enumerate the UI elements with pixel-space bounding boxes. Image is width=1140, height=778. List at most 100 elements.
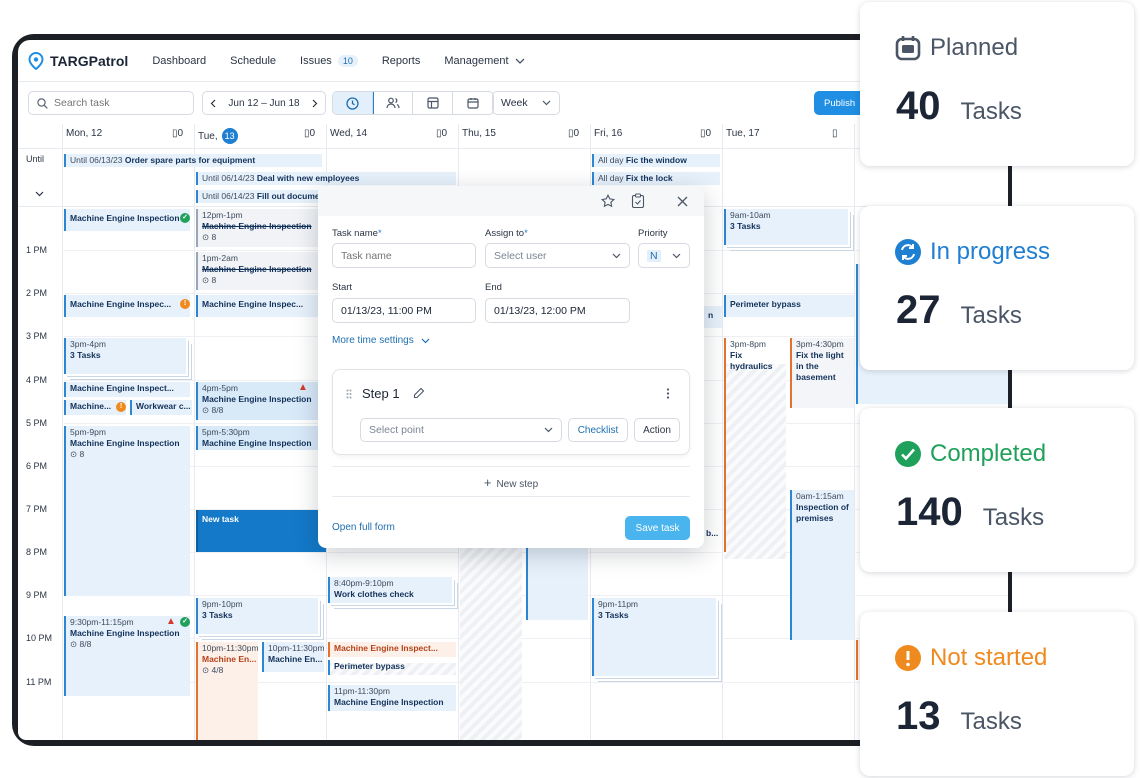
chevron-down-icon — [672, 253, 681, 258]
end-datetime-input[interactable]: 01/13/23, 12:00 PM — [485, 298, 630, 323]
hour-label: 8 PM — [26, 547, 48, 557]
stat-label: Planned — [930, 34, 1019, 61]
task-event[interactable]: Machine Engine Inspect... — [64, 382, 190, 397]
task-event[interactable]: Until 06/14/23 Deal with new employees — [196, 172, 456, 185]
stat-label: Not started — [930, 644, 1048, 671]
task-event[interactable]: 3pm-8pm Fix hydraulics — [724, 338, 786, 552]
task-event[interactable]: Until 06/14/23 Fill out docume — [196, 190, 318, 203]
task-event[interactable]: 1pm-2am Machine Engine Inspection ⊙ 8 — [196, 252, 322, 290]
assign-user-select[interactable]: Select user — [485, 243, 630, 268]
new-task-event[interactable]: New task — [196, 510, 326, 552]
start-datetime-input[interactable]: 01/13/23, 11:00 PM — [332, 298, 476, 323]
stat-value: 13 Tasks — [896, 694, 1022, 738]
chevron-down-icon — [544, 427, 553, 433]
task-event[interactable]: Workwear c... — [130, 400, 192, 415]
star-icon[interactable] — [601, 194, 615, 208]
view-calendar-button[interactable] — [453, 92, 493, 114]
task-event[interactable]: Machine Engine Inspec...! — [64, 295, 190, 317]
day-header-mon[interactable]: Mon, 12 — [66, 128, 102, 139]
task-group[interactable]: 9pm-10pm 3 Tasks — [196, 598, 318, 634]
task-event[interactable]: 8:40pm-9:10pm Work clothes check — [328, 577, 452, 603]
task-name-input[interactable] — [332, 243, 476, 268]
task-event[interactable]: n — [702, 306, 722, 328]
checklist-button[interactable]: Checklist — [568, 418, 628, 442]
view-users-button[interactable] — [373, 92, 413, 114]
task-event[interactable]: Until 06/13/23 Order spare parts for equ… — [64, 154, 322, 167]
day-header-fri[interactable]: Fri, 16 — [594, 128, 622, 139]
task-event[interactable]: 5pm-5:30pm Machine Engine Inspection — [196, 426, 322, 450]
nav-management-label: Management — [444, 54, 509, 67]
task-event[interactable]: 4pm-5pm Machine Engine Inspection ⊙ 8/8 ▲ — [196, 382, 322, 420]
task-event[interactable]: 11pm-11:30pm Machine Engine Inspection — [328, 685, 456, 711]
task-event[interactable]: All day Fix the lock — [592, 172, 720, 185]
view-table-button[interactable] — [413, 92, 453, 114]
nav-reports[interactable]: Reports — [381, 54, 421, 67]
action-button[interactable]: Action — [634, 418, 680, 442]
stat-label: In progress — [930, 238, 1051, 265]
chevron-down-icon — [612, 253, 621, 258]
task-event[interactable]: Machine Engine Inspect... — [328, 642, 456, 657]
clipboard-icon[interactable] — [631, 193, 645, 209]
day-label: Fri, 16 — [594, 128, 623, 139]
period-select[interactable]: Week — [492, 91, 560, 115]
view-time-button[interactable] — [333, 92, 374, 114]
search-input[interactable] — [54, 97, 174, 109]
view-mode-group — [332, 91, 494, 115]
users-icon — [385, 97, 400, 109]
task-group[interactable]: 3pm-4pm 3 Tasks — [64, 338, 186, 374]
clipboard-icon: ▯ — [304, 128, 310, 139]
task-event[interactable]: b... — [706, 528, 719, 538]
end-label: End — [485, 282, 502, 293]
day-task-count: ▯ 0 — [700, 128, 712, 139]
date-range-picker[interactable]: Jun 12 – Jun 18 — [202, 91, 326, 115]
task-event[interactable]: 12pm-1pm Machine Engine Inspection ⊙ 8 — [196, 209, 322, 247]
task-event[interactable] — [526, 534, 588, 620]
hour-label: 6 PM — [26, 461, 48, 471]
day-task-count: ▯ 0 — [304, 128, 316, 139]
nav-management[interactable]: Management — [444, 54, 525, 67]
save-task-button[interactable]: Save task — [625, 516, 690, 540]
stat-card-header: Completed — [894, 440, 1046, 468]
day-header-thu[interactable]: Thu, 15 — [462, 128, 496, 139]
open-full-form-link[interactable]: Open full form — [332, 522, 395, 533]
more-time-settings-link[interactable]: More time settings — [332, 335, 430, 346]
pencil-icon[interactable] — [413, 387, 425, 399]
app-name: TARGPatrol — [50, 52, 129, 69]
priority-select[interactable]: N — [638, 243, 690, 268]
new-step-button[interactable]: + New step — [483, 475, 539, 490]
task-event[interactable]: Perimeter bypass — [328, 660, 456, 675]
task-event[interactable]: All day Fic the window — [592, 154, 720, 167]
nav-schedule[interactable]: Schedule — [230, 54, 277, 67]
task-event[interactable]: 9:30pm-11:15pm Machine Engine Inspection ⊙… — [64, 616, 190, 696]
task-event[interactable]: 10pm-11:30pm Machine En... ⊙ 4/8 — [196, 642, 258, 740]
chevron-left-icon[interactable] — [210, 99, 216, 108]
task-event[interactable]: 3pm-4:30pm Fix the light in the basement — [790, 338, 854, 408]
task-event[interactable]: 0am-1:15am Inspection of premises — [790, 490, 854, 640]
task-event[interactable]: 10pm-11:30pm Machine En... — [262, 642, 324, 672]
more-vertical-icon[interactable] — [666, 388, 670, 399]
day-header-next[interactable]: Tue, 17 — [726, 128, 760, 139]
nav-issues[interactable]: Issues 10 — [300, 54, 358, 67]
select-point-dropdown[interactable]: Select point — [360, 418, 562, 442]
task-event[interactable]: Machine Engine Inspection ✓ — [64, 209, 190, 231]
until-row-label: Until — [26, 154, 45, 164]
task-event[interactable]: Machine...! — [64, 400, 126, 415]
task-event[interactable]: 5pm-9pm Machine Engine Inspection ⊙ 8 — [64, 426, 190, 596]
nav-dashboard[interactable]: Dashboard — [152, 54, 207, 67]
day-header-tue[interactable]: Tue, 13 — [198, 128, 238, 144]
task-group[interactable]: 9am-10am 3 Tasks — [724, 209, 848, 245]
drag-handle-icon[interactable] — [346, 389, 352, 399]
task-group[interactable]: 9pm-11pm 3 Tasks — [592, 598, 716, 676]
close-icon[interactable] — [677, 196, 688, 207]
calendar-toolbar: Jun 12 – Jun 18 Week Publish — [18, 88, 1008, 118]
search-box[interactable] — [28, 91, 194, 115]
stat-value: 140 Tasks — [896, 490, 1045, 534]
chevron-right-icon[interactable] — [312, 99, 318, 108]
app-logo[interactable]: TARGPatrol — [28, 51, 129, 70]
chevron-down-icon[interactable] — [35, 191, 44, 197]
day-header-wed[interactable]: Wed, 14 — [330, 128, 367, 139]
sync-icon — [895, 239, 921, 265]
task-event[interactable]: Machine Engine Inspec... — [196, 295, 322, 317]
task-event[interactable]: Perimeter bypass — [724, 295, 854, 317]
chevron-down-icon — [421, 338, 430, 343]
